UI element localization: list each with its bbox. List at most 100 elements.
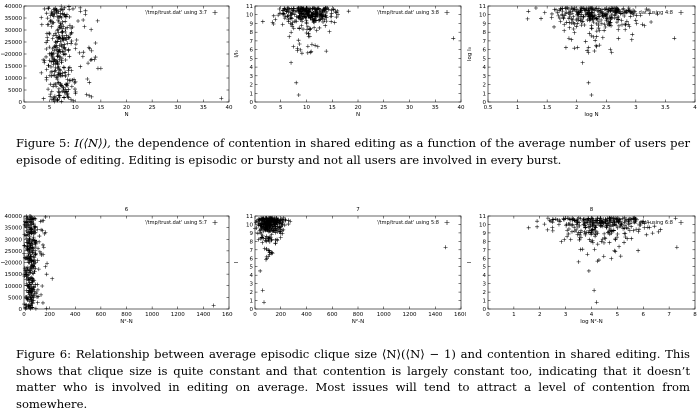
scatter-point xyxy=(567,20,572,25)
scatter-point xyxy=(51,51,56,56)
scatter-point xyxy=(443,245,448,250)
scatter-point xyxy=(56,89,61,94)
scatter-point xyxy=(314,28,319,33)
scatter-point xyxy=(324,6,329,11)
scatter-point xyxy=(647,225,652,230)
x-tick-label: 1.5 xyxy=(543,105,552,111)
scatter-point xyxy=(59,56,64,61)
x-tick-label: 4 xyxy=(590,312,594,318)
scatter-point xyxy=(577,235,582,240)
scatter-point xyxy=(591,221,596,226)
x-tick-label: 25 xyxy=(380,105,387,111)
scatter-point xyxy=(652,224,657,229)
scatter-point xyxy=(587,228,592,233)
scatter-point xyxy=(606,229,611,234)
scatter-point xyxy=(592,247,597,252)
y-tick-label: 15000 xyxy=(5,64,23,70)
scatter-point xyxy=(59,83,64,88)
scatter-point xyxy=(22,302,27,307)
scatter-point xyxy=(41,245,46,250)
scatter-point xyxy=(575,45,580,50)
scatter-point xyxy=(586,216,591,221)
scatter-point xyxy=(78,5,83,10)
scatter-point xyxy=(48,64,53,69)
scatter-point xyxy=(582,217,587,222)
fig6-right-scatter-plot: 8 0 1 2 3 4 5 6 7 8 0 1 2 3 4 5 6 7 8 9 10 11 log N²-N I '/tmp/t… xyxy=(467,207,697,325)
scatter-point xyxy=(297,15,302,20)
scatter-point xyxy=(608,20,613,25)
y-tick-label: 1 xyxy=(250,91,254,97)
scatter-point xyxy=(22,232,27,237)
scatter-point xyxy=(612,13,617,18)
scatter-point xyxy=(318,8,323,13)
scatter-point xyxy=(316,6,321,11)
scatter-point xyxy=(566,36,571,41)
scatter-point xyxy=(69,97,73,102)
y-tick-label: 1 xyxy=(250,299,254,305)
scatter-point xyxy=(33,266,38,271)
scatter-point xyxy=(297,26,302,31)
scatter-point xyxy=(22,251,27,256)
scatter-point xyxy=(278,235,283,240)
scatter-point xyxy=(50,276,55,281)
scatter-point xyxy=(72,87,77,92)
scatter-point xyxy=(59,7,64,12)
scatter-point xyxy=(47,45,52,50)
y-tick-label: 30000 xyxy=(5,28,23,34)
y-tick-label: 25000 xyxy=(5,249,23,255)
scatter-point xyxy=(620,216,625,221)
scatter-point xyxy=(44,67,49,72)
scatter-point xyxy=(633,219,638,224)
scatter-point xyxy=(58,39,63,44)
scatter-point xyxy=(266,248,271,253)
scatter-point xyxy=(87,93,92,98)
scatter-point xyxy=(60,71,65,76)
scatter-point xyxy=(286,13,291,18)
scatter-point xyxy=(46,87,51,92)
scatter-point xyxy=(647,8,651,13)
scatter-point xyxy=(560,12,565,17)
scatter-point xyxy=(585,220,590,225)
scatter-point xyxy=(289,30,294,35)
scatter-point xyxy=(305,50,310,55)
scatter-point xyxy=(83,8,88,13)
scatter-point xyxy=(26,275,31,280)
scatter-point xyxy=(25,267,30,272)
scatter-point xyxy=(273,237,278,242)
scatter-point xyxy=(291,26,296,31)
scatter-point xyxy=(636,229,641,234)
scatter-point xyxy=(533,5,538,10)
x-tick-label: 600 xyxy=(96,312,107,318)
scatter-point xyxy=(53,68,58,73)
scatter-point xyxy=(78,9,83,14)
scatter-point xyxy=(607,227,612,232)
scatter-point xyxy=(588,224,593,229)
y-tick-label: 4 xyxy=(250,273,254,279)
scatter-point xyxy=(38,219,43,224)
scatter-point xyxy=(273,241,278,246)
scatter-point xyxy=(28,243,33,248)
scatter-point xyxy=(615,15,620,20)
scatter-point xyxy=(32,216,37,221)
scatter-point xyxy=(294,14,299,19)
scatter-point xyxy=(259,226,264,231)
scatter-point xyxy=(576,259,581,264)
y-tick-label: 9 xyxy=(250,231,254,237)
x-tick-label: 1 xyxy=(516,105,520,111)
scatter-point xyxy=(61,45,66,50)
y-tick-label: 10 xyxy=(246,13,253,19)
scatter-point xyxy=(535,219,540,224)
scatter-point xyxy=(312,25,317,30)
scatter-point xyxy=(594,43,599,48)
scatter-point xyxy=(59,99,64,104)
scatter-point xyxy=(40,284,45,289)
scatter-point xyxy=(297,41,302,46)
scatter-point xyxy=(625,8,630,13)
scatter-point xyxy=(638,222,643,227)
scatter-point xyxy=(566,227,571,232)
scatter-point xyxy=(54,74,59,79)
scatter-point xyxy=(55,45,60,50)
scatter-point xyxy=(46,63,51,68)
scatter-point xyxy=(267,248,272,253)
scatter-point xyxy=(62,12,67,17)
